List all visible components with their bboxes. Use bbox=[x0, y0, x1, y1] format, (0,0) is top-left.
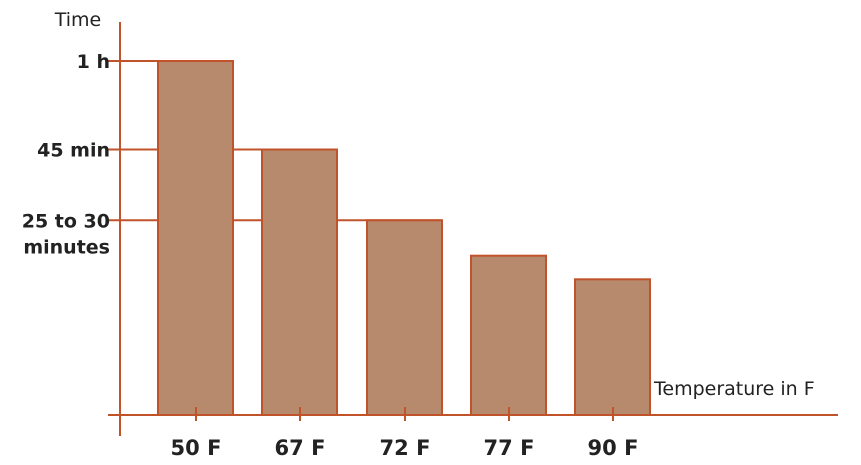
bars bbox=[157, 60, 651, 416]
bar-90f bbox=[574, 278, 651, 416]
bar-50f bbox=[157, 60, 234, 416]
bar-77f bbox=[470, 254, 547, 416]
x-tick-label: 72 F bbox=[380, 436, 431, 460]
y-axis-title: Time bbox=[54, 9, 102, 31]
y-tick-label: 45 min bbox=[37, 140, 110, 162]
tick-marks bbox=[195, 407, 614, 421]
bar-67f bbox=[261, 148, 338, 416]
x-axis-title: Temperature in F bbox=[653, 378, 815, 400]
labels: Time Temperature in F 1 h 45 min 25 to 30 m… bbox=[22, 9, 815, 460]
x-tick-label: 67 F bbox=[275, 436, 326, 460]
bar-72f bbox=[366, 219, 443, 416]
x-tick-label: 90 F bbox=[588, 436, 639, 460]
y-tick-label: 25 to 30 bbox=[22, 210, 110, 232]
x-tick-label: 77 F bbox=[484, 436, 535, 460]
axes bbox=[108, 22, 838, 436]
y-tick-label: minutes bbox=[23, 236, 110, 258]
y-tick-label: 1 h bbox=[77, 51, 110, 73]
x-tick-label: 50 F bbox=[171, 436, 222, 460]
